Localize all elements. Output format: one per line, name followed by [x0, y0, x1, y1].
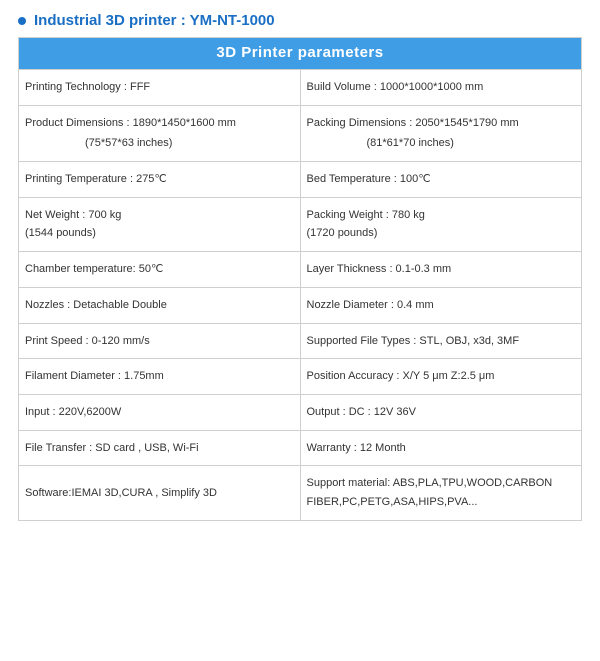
heading-text: Industrial 3D printer : YM-NT-1000: [34, 12, 275, 29]
cell-right: Support material: ABS,PLA,TPU,WOOD,CARBO…: [300, 466, 582, 520]
cell-right: Warranty : 12 Month: [300, 430, 582, 466]
cell-left: Print Speed : 0-120 mm/s: [19, 323, 301, 359]
cell-main: Product Dimensions : 1890*1450*1600 mm: [25, 117, 236, 129]
cell-main: Packing Weight : 780 kg: [307, 209, 425, 221]
table-title: 3D Printer parameters: [19, 38, 582, 70]
cell-left: Filament Diameter : 1.75mm: [19, 359, 301, 395]
cell-right: Bed Temperature : 100℃: [300, 162, 582, 198]
table-row: Product Dimensions : 1890*1450*1600 mm (…: [19, 105, 582, 161]
table-row: Printing Technology : FFF Build Volume :…: [19, 70, 582, 106]
table-row: Nozzles : Detachable Double Nozzle Diame…: [19, 287, 582, 323]
cell-right: Nozzle Diameter : 0.4 mm: [300, 287, 582, 323]
cell-right: Output : DC : 12V 36V: [300, 394, 582, 430]
cell-left: File Transfer : SD card , USB, Wi-Fi: [19, 430, 301, 466]
cell-left: Software:IEMAI 3D,CURA , Simplify 3D: [19, 466, 301, 520]
cell-main: Packing Dimensions : 2050*1545*1790 mm: [307, 117, 519, 129]
section-heading: Industrial 3D printer : YM-NT-1000: [18, 12, 582, 29]
table-row: Filament Diameter : 1.75mm Position Accu…: [19, 359, 582, 395]
cell-right: Packing Dimensions : 2050*1545*1790 mm (…: [300, 105, 582, 161]
cell-right: Layer Thickness : 0.1-0.3 mm: [300, 252, 582, 288]
table-row: Print Speed : 0-120 mm/s Supported File …: [19, 323, 582, 359]
cell-sub: (81*61*70 inches): [307, 134, 576, 153]
cell-sub: (1720 pounds): [307, 227, 378, 239]
table-row: Software:IEMAI 3D,CURA , Simplify 3D Sup…: [19, 466, 582, 520]
table-row: Chamber temperature: 50℃ Layer Thickness…: [19, 252, 582, 288]
cell-left: Nozzles : Detachable Double: [19, 287, 301, 323]
cell-right: Supported File Types : STL, OBJ, x3d, 3M…: [300, 323, 582, 359]
cell-left: Printing Technology : FFF: [19, 70, 301, 106]
bullet-icon: [18, 17, 26, 25]
cell-sub: (1544 pounds): [25, 227, 96, 239]
cell-left: Printing Temperature : 275℃: [19, 162, 301, 198]
cell-sub: (75*57*63 inches): [25, 134, 294, 153]
table-row: Printing Temperature : 275℃ Bed Temperat…: [19, 162, 582, 198]
cell-left: Input : 220V,6200W: [19, 394, 301, 430]
cell-right: Position Accuracy : X/Y 5 μm Z:2.5 μm: [300, 359, 582, 395]
cell-left: Product Dimensions : 1890*1450*1600 mm (…: [19, 105, 301, 161]
spec-table: 3D Printer parameters Printing Technolog…: [18, 37, 582, 521]
cell-left: Net Weight : 700 kg (1544 pounds): [19, 197, 301, 251]
table-row: File Transfer : SD card , USB, Wi-Fi War…: [19, 430, 582, 466]
cell-right: Build Volume : 1000*1000*1000 mm: [300, 70, 582, 106]
table-row: Input : 220V,6200W Output : DC : 12V 36V: [19, 394, 582, 430]
page: { "heading": { "text": "Industrial 3D pr…: [0, 0, 600, 541]
cell-left: Chamber temperature: 50℃: [19, 252, 301, 288]
cell-main: Net Weight : 700 kg: [25, 209, 121, 221]
table-row: Net Weight : 700 kg (1544 pounds) Packin…: [19, 197, 582, 251]
cell-right: Packing Weight : 780 kg (1720 pounds): [300, 197, 582, 251]
